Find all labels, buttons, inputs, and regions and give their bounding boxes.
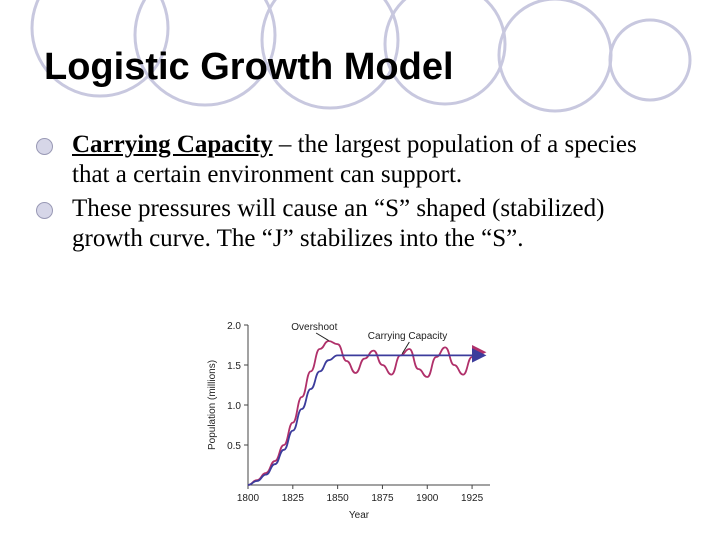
bullet-list: Carrying Capacity – the largest populati… — [30, 130, 670, 258]
bullet-item: Carrying Capacity – the largest populati… — [30, 130, 670, 190]
x-tick-label: 1875 — [371, 493, 394, 504]
decor-circle — [608, 18, 692, 102]
bullet-icon — [36, 138, 53, 155]
bullet-icon — [36, 202, 53, 219]
x-tick-label: 1825 — [282, 493, 305, 504]
decor-circle — [260, 0, 400, 110]
x-tick-label: 1925 — [461, 493, 484, 504]
decor-circle — [133, 0, 277, 107]
bullet-term: Carrying Capacity — [72, 131, 273, 158]
y-tick-label: 2.0 — [227, 321, 241, 332]
series-line-1 — [247, 348, 487, 486]
annotation-pointer — [315, 332, 329, 342]
logistic-growth-chart: 0.5 1.0 1.5 2.0 1800 1825 1850 1875 1900 1925 Year… — [207, 321, 490, 521]
y-tick-label: 1.5 — [227, 361, 241, 372]
series-line-0 — [247, 340, 487, 486]
y-axis-label: Population (millions) — [207, 360, 218, 450]
bullet-text: – the largest population of a species th… — [72, 131, 637, 188]
x-tick-label: 1900 — [416, 493, 439, 504]
bullet-text: These pressures will cause an “S” shaped… — [72, 195, 605, 252]
x-axis-label: Year — [349, 510, 370, 521]
decor-circle — [383, 0, 507, 106]
annotation-carrying-capacity: Carrying Capacity — [368, 331, 447, 342]
decorative-circles — [30, 0, 692, 113]
decor-circle — [497, 0, 613, 113]
x-tick-label: 1850 — [327, 493, 350, 504]
annotation-overshoot: Overshoot — [291, 322, 337, 333]
slide-title: Logistic Growth Model — [44, 46, 454, 88]
decor-circle — [30, 0, 170, 98]
x-tick-label: 1800 — [237, 493, 260, 504]
annotation-pointer — [401, 341, 410, 355]
y-tick-label: 1.0 — [227, 401, 241, 412]
bullet-item: These pressures will cause an “S” shaped… — [30, 194, 670, 254]
y-tick-label: 0.5 — [227, 441, 241, 452]
